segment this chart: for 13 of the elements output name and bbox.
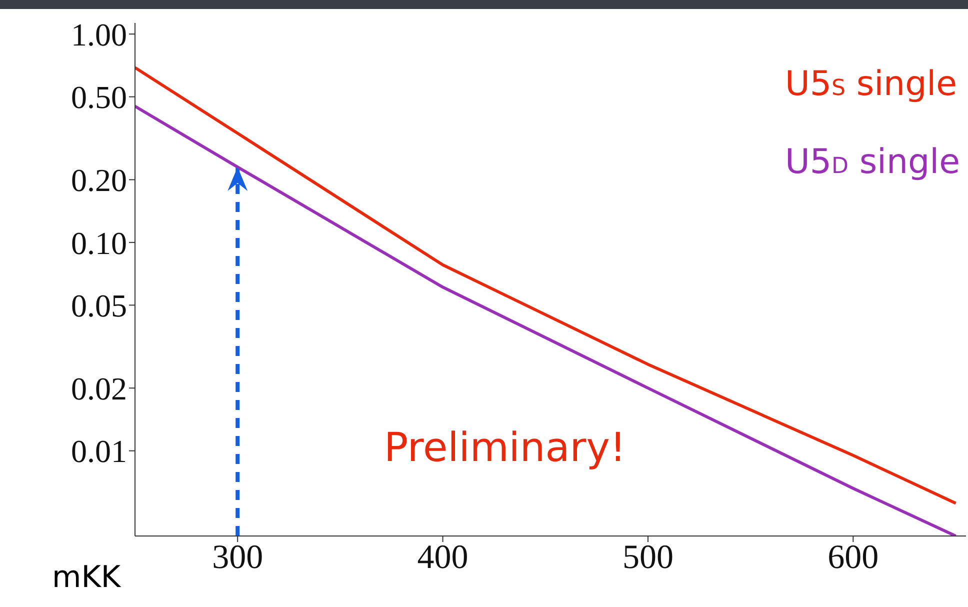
- y-tick-label: 0.01: [71, 433, 127, 470]
- annotation: Preliminary!: [384, 425, 626, 471]
- x-tick-label: 400: [417, 539, 468, 576]
- y-tick-label: 0.02: [71, 370, 127, 406]
- y-tick-label: 1.00: [71, 16, 127, 52]
- y-tick-label: 0.20: [71, 162, 127, 198]
- x-tick-label: 300: [212, 539, 264, 576]
- x-axis-title: mKK: [52, 560, 121, 595]
- y-tick-label: 0.05: [71, 288, 127, 324]
- x-tick-label: 600: [828, 539, 879, 576]
- y-tick-label: 0.10: [71, 224, 127, 261]
- x-tick-label: 500: [622, 539, 674, 576]
- y-tick-label: 0.50: [71, 79, 127, 116]
